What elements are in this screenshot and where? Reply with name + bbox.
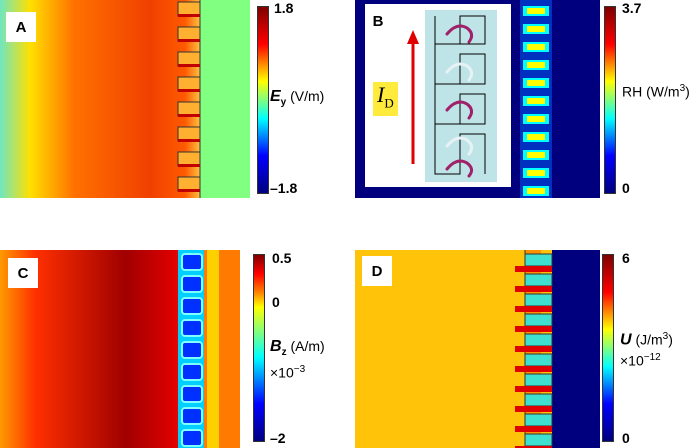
panel-d-plot bbox=[355, 250, 600, 448]
panel-b-max-tick: 3.7 bbox=[622, 0, 642, 16]
slot-c bbox=[181, 341, 203, 359]
slot-a bbox=[177, 151, 201, 167]
panel-c-unit: (A/m) bbox=[290, 338, 325, 354]
slot-a bbox=[177, 51, 201, 67]
fin-d bbox=[524, 253, 553, 267]
slot-c bbox=[181, 253, 203, 271]
panel-b-inset-current-label: ID bbox=[373, 82, 398, 117]
panel-a-label: A bbox=[6, 12, 36, 42]
slot-a bbox=[177, 76, 201, 92]
panel-d-unit-end: ) bbox=[668, 331, 673, 348]
panel-b-label: B bbox=[372, 12, 384, 30]
fin-d bbox=[524, 433, 553, 447]
panel-a-unit: (V/m) bbox=[290, 88, 325, 104]
current-arrow-icon bbox=[407, 30, 419, 164]
fin-d bbox=[524, 333, 553, 347]
panel-d-label: D bbox=[362, 256, 392, 286]
panel-d-comb-structure bbox=[515, 250, 553, 448]
slot-a bbox=[177, 26, 201, 42]
slot-a bbox=[177, 126, 201, 142]
loop-arrows-icon bbox=[445, 24, 474, 178]
panel-d-scale-sup: −12 bbox=[643, 351, 661, 363]
panel-b-unit: (W/m bbox=[646, 83, 680, 100]
panel-a-field-map bbox=[0, 0, 250, 198]
panel-c-scale: ×10 bbox=[270, 364, 294, 381]
slot-a bbox=[177, 176, 201, 192]
panel-a-quantity: E bbox=[270, 88, 281, 105]
slot-c bbox=[181, 319, 203, 337]
slot-c bbox=[181, 363, 203, 381]
slot-c bbox=[181, 275, 203, 293]
panel-d-unit-sup: 3 bbox=[662, 331, 669, 342]
panel-a-quantity-sub: y bbox=[280, 96, 287, 108]
panel-c-mid-tick: 0 bbox=[272, 294, 280, 310]
fin-d bbox=[524, 393, 553, 407]
panel-a-min-tick: –1.8 bbox=[270, 180, 298, 196]
panel-c-colorbar bbox=[253, 254, 265, 442]
panel-d-colorbar bbox=[602, 254, 614, 442]
panel-c-min-tick: –2 bbox=[270, 430, 286, 446]
panel-a-max-tick: 1.8 bbox=[274, 0, 294, 16]
panel-c-quantity: B bbox=[270, 338, 282, 355]
panel-a-plot bbox=[0, 0, 250, 198]
fin-d bbox=[524, 413, 553, 427]
panel-d-scale: ×10 bbox=[620, 352, 644, 369]
fin-d bbox=[524, 373, 553, 387]
panel-a-colorbar bbox=[257, 6, 269, 194]
fin-d bbox=[524, 353, 553, 367]
slot-a bbox=[177, 101, 201, 117]
slot-c bbox=[181, 385, 203, 403]
panel-b-min-tick: 0 bbox=[622, 180, 630, 196]
panel-a-comb-structure bbox=[177, 0, 201, 198]
fin-d bbox=[524, 293, 553, 307]
panel-b-axis-label: RH (W/m3) bbox=[622, 80, 690, 101]
panel-b-unit-sup: 3 bbox=[679, 83, 686, 94]
current-symbol: I bbox=[377, 82, 385, 107]
panel-c-axis-label: Bz (A/m) ×10−3 bbox=[270, 338, 325, 381]
current-sub: D bbox=[384, 95, 394, 111]
panel-b-comb-structure bbox=[520, 0, 552, 198]
slot-c bbox=[181, 297, 203, 315]
panel-d-quantity: U bbox=[620, 331, 632, 349]
panel-c-label: C bbox=[8, 258, 38, 288]
panel-c-field-map bbox=[0, 250, 250, 448]
panel-c-quantity-sub: z bbox=[281, 346, 287, 358]
panel-d-axis-label: U (J/m3) ×10−12 bbox=[620, 328, 673, 369]
panel-b-quantity: RH bbox=[622, 83, 643, 100]
panel-b-inset-schematic bbox=[407, 10, 497, 182]
panel-d-unit: (J/m bbox=[635, 331, 663, 348]
fin-d bbox=[524, 273, 553, 287]
panel-b-colorbar bbox=[604, 6, 616, 194]
panel-d-min-tick: 0 bbox=[622, 430, 630, 446]
panel-d-energy-map bbox=[355, 250, 600, 448]
panel-c-plot bbox=[0, 250, 250, 448]
panel-b-plot: ID bbox=[355, 0, 600, 198]
panel-c-scale-sup: −3 bbox=[293, 363, 306, 375]
panel-d-max-tick: 6 bbox=[622, 250, 630, 266]
panel-c-comb-structure bbox=[178, 250, 204, 448]
slot-a bbox=[177, 1, 201, 17]
panel-b-inset: ID bbox=[365, 4, 511, 187]
slot-c bbox=[181, 407, 203, 425]
fin-d bbox=[524, 313, 553, 327]
panel-a-axis-label: Ey (V/m) bbox=[270, 88, 324, 111]
panel-c-max-tick: 0.5 bbox=[272, 250, 292, 266]
slot-c bbox=[181, 429, 203, 447]
panel-b-unit-end: ) bbox=[685, 83, 690, 100]
